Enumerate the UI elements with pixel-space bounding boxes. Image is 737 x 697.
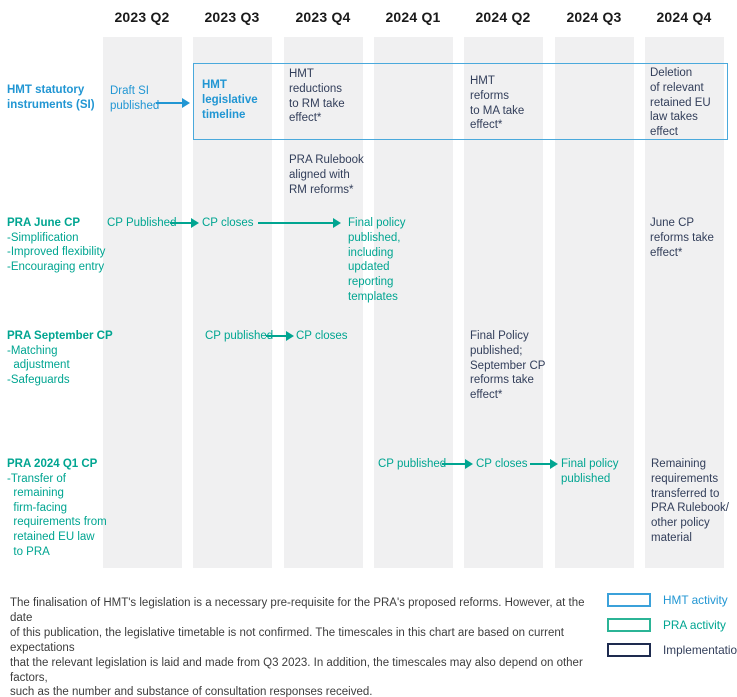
row-label-2024-q1-cp: PRA 2024 Q1 CP -Transfer of remaining fi… (7, 457, 115, 559)
hmt-activity-box (193, 63, 728, 140)
row-label-sublabel: -Transfer of remaining firm-facing requi… (7, 472, 107, 558)
flow-arrow-icon (530, 459, 558, 468)
row-label-sublabel: -Matching adjustment -Safeguards (7, 344, 70, 386)
cell-q1-final-policy: Final policy published (561, 458, 619, 485)
flow-arrow-icon (258, 218, 341, 227)
cell-pra-rulebook-aligned: PRA Rulebook aligned with RM reforms* (289, 154, 364, 196)
hmt-activity-swatch-icon (607, 593, 651, 607)
cell-september-final-policy: Final Policy published; September CP ref… (470, 330, 546, 402)
flow-arrow-icon (170, 218, 199, 227)
quarter-header: 2024 Q3 (566, 9, 622, 25)
legend-pra-activity: PRA activity (607, 618, 732, 632)
cell-deletion-retained-eu-law: Deletion of relevant retained EU law tak… (650, 67, 711, 139)
cell-june-final-policy: Final policy published, including update… (348, 217, 406, 303)
cell-june-cp-closes: CP closes (202, 217, 254, 229)
quarter-header: 2024 Q2 (475, 9, 531, 25)
column-band (374, 37, 453, 568)
cell-q1-cp-published: CP published (378, 458, 447, 470)
quarter-header: 2024 Q1 (385, 9, 441, 25)
legend-implementation: Implementation (607, 643, 737, 657)
legend-label: Implementation (663, 643, 737, 657)
cell-q1-cp-closes: CP closes (476, 458, 528, 470)
row-label-september-cp: PRA September CP -Matching adjustment -S… (7, 329, 115, 387)
row-label-title: HMT statutory instruments (SI) (7, 84, 95, 111)
legend: HMT activity PRA activity Implementation (607, 593, 737, 668)
column-band (645, 37, 724, 568)
flow-arrow-icon (442, 459, 473, 468)
flow-arrow-icon (156, 98, 190, 107)
cell-september-cp-published: CP published (205, 330, 274, 342)
cell-remaining-requirements: Remaining requirements transferred to PR… (651, 458, 729, 544)
column-band (193, 37, 272, 568)
implementation-swatch-icon (607, 643, 651, 657)
quarter-header: 2024 Q4 (656, 9, 712, 25)
quarter-header: 2023 Q2 (114, 9, 170, 25)
column-band (555, 37, 634, 568)
legend-label: HMT activity (663, 593, 728, 607)
column-band (464, 37, 543, 568)
quarter-header: 2023 Q4 (295, 9, 351, 25)
legend-label: PRA activity (663, 618, 726, 632)
cell-hmt-reductions-rm: HMT reductions to RM take effect* (289, 68, 345, 125)
column-band (284, 37, 363, 568)
pra-activity-swatch-icon (607, 618, 651, 632)
footnotes: The finalisation of HMT's legislation is… (10, 597, 585, 697)
row-label-title: PRA 2024 Q1 CP (7, 458, 98, 470)
row-label-title: PRA June CP (7, 217, 81, 229)
row-label-june-cp: PRA June CP -Simplification -Improved fl… (7, 216, 115, 274)
cell-june-reforms-take-effect: June CP reforms take effect* (650, 217, 714, 259)
flow-arrow-icon (266, 331, 294, 340)
cell-hmt-legislative-timeline: HMT legislative timeline (202, 79, 258, 121)
row-label-sublabel: -Simplification -Improved flexibility -E… (7, 231, 106, 273)
legend-hmt-activity: HMT activity (607, 593, 732, 607)
cell-june-cp-published: CP Published (107, 217, 177, 229)
cell-hmt-reforms-ma: HMT reforms to MA take effect* (470, 75, 525, 132)
column-band (103, 37, 182, 568)
cell-draft-si-published: Draft SI published (110, 85, 160, 112)
row-label-title: PRA September CP (7, 330, 113, 342)
quarter-header: 2023 Q3 (204, 9, 260, 25)
row-label-hmt-si: HMT statutory instruments (SI) (7, 83, 115, 112)
cell-september-cp-closes: CP closes (296, 330, 348, 342)
